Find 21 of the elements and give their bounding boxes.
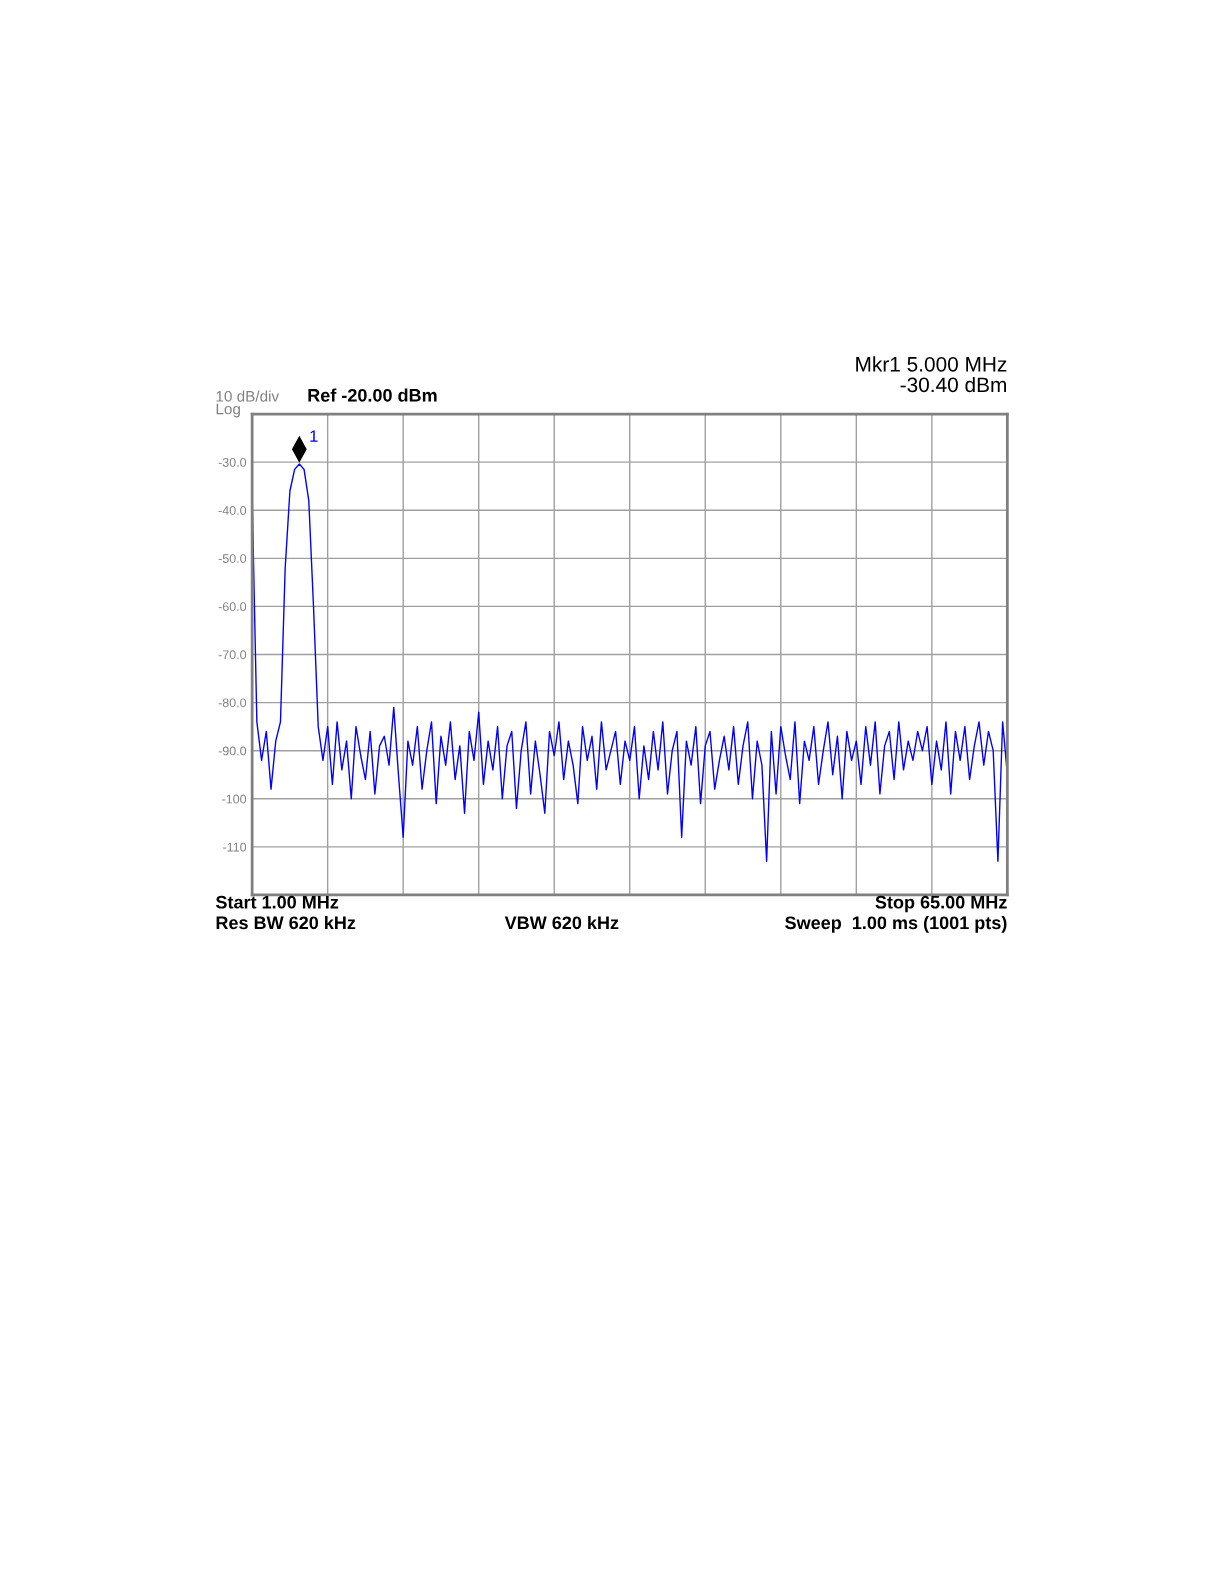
y-tick-label: -80.0 [218, 698, 247, 708]
text: VBW 620 kHz [504, 915, 619, 930]
y-tick-label: -30.0 [218, 457, 247, 467]
y-tick-label: -70.0 [218, 650, 247, 660]
text: Mkr1 5.000 MHz [856, 356, 1007, 372]
line-series [252, 463, 1008, 862]
text: Sweep 1.00 ms (1001 pts) [785, 915, 1007, 933]
text: -30.40 dBm [900, 376, 1006, 393]
text: Stop 65.00 MHz [875, 895, 1007, 913]
y-tick-label: -60.0 [218, 602, 247, 612]
text: 10 dB/div [216, 390, 280, 402]
text: Start 1.00 MHz [215, 895, 339, 909]
y-tick-label: -100 [222, 794, 247, 804]
y-tick-label: -40.0 [218, 506, 247, 515]
y-tick-label: -90.0 [218, 746, 247, 756]
y-tick-label: -50.0 [218, 554, 247, 563]
text: Res BW 620 kHz [216, 915, 356, 930]
y-tick-label: -110 [223, 842, 247, 852]
annotation: 1 [310, 430, 318, 442]
text: Log [216, 403, 240, 418]
text: Ref -20.00 dBm [308, 388, 437, 402]
